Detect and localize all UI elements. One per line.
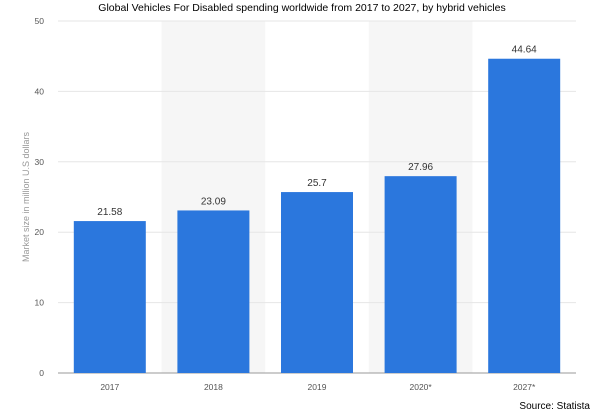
data-label: 44.64 bbox=[512, 45, 537, 56]
y-tick-label: 50 bbox=[35, 16, 45, 26]
bar bbox=[73, 221, 146, 373]
x-tick-label: 2017 bbox=[100, 382, 119, 392]
y-tick-label: 30 bbox=[35, 157, 45, 167]
source-note: Source: Statista bbox=[519, 401, 590, 412]
y-tick-label: 40 bbox=[35, 86, 45, 96]
bar bbox=[177, 210, 250, 373]
x-tick-label: 2020* bbox=[409, 382, 432, 392]
data-label: 25.7 bbox=[307, 178, 327, 189]
y-tick-label: 20 bbox=[35, 227, 45, 237]
y-axis-title: Market size in million U.S dollars bbox=[21, 131, 31, 262]
x-tick-label: 2027* bbox=[513, 382, 536, 392]
bar bbox=[281, 192, 353, 373]
y-tick-label: 10 bbox=[35, 298, 45, 308]
x-tick-label: 2018 bbox=[204, 382, 223, 392]
data-label: 21.58 bbox=[97, 207, 122, 218]
data-label: 23.09 bbox=[201, 196, 226, 207]
chart-title: Global Vehicles For Disabled spending wo… bbox=[98, 2, 506, 14]
bar bbox=[488, 58, 561, 373]
y-tick-label: 0 bbox=[39, 368, 44, 378]
bar bbox=[384, 176, 457, 373]
x-tick-label: 2019 bbox=[308, 382, 327, 392]
data-label: 27.96 bbox=[408, 162, 433, 173]
